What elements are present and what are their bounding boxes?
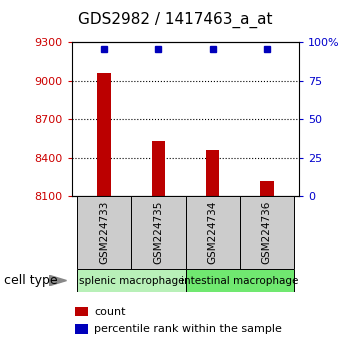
Bar [77, 269, 186, 292]
Bar [186, 269, 294, 292]
Bar [131, 196, 186, 269]
Bar [77, 196, 131, 269]
Text: count: count [94, 307, 126, 316]
Text: GSM224736: GSM224736 [262, 201, 272, 264]
Bar [260, 181, 273, 196]
Bar [98, 73, 111, 196]
Bar [240, 196, 294, 269]
Text: GSM224735: GSM224735 [153, 201, 163, 264]
Bar [186, 196, 240, 269]
Text: cell type: cell type [4, 274, 57, 287]
Text: GSM224733: GSM224733 [99, 201, 109, 264]
Polygon shape [49, 275, 66, 286]
Text: GDS2982 / 1417463_a_at: GDS2982 / 1417463_a_at [78, 11, 272, 28]
Text: GSM224734: GSM224734 [208, 201, 218, 264]
Text: splenic macrophage: splenic macrophage [79, 275, 184, 286]
Bar [152, 141, 165, 196]
Bar [206, 150, 219, 196]
Text: intestinal macrophage: intestinal macrophage [181, 275, 298, 286]
Text: percentile rank within the sample: percentile rank within the sample [94, 324, 282, 334]
